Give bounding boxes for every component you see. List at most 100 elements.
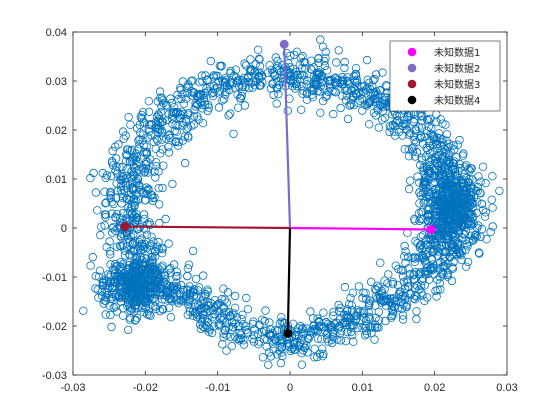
scatter-point [112, 209, 122, 219]
scatter-point [372, 323, 382, 332]
scatter-point [158, 304, 167, 314]
scatter-point [441, 223, 451, 232]
scatter-point [195, 301, 204, 310]
scatter-point [278, 61, 287, 70]
scatter-point [142, 186, 151, 196]
scatter-point [275, 319, 285, 328]
scatter-point [459, 149, 468, 158]
scatter-point [457, 246, 467, 256]
scatter-point [424, 192, 434, 201]
scatter-point [118, 171, 127, 181]
scatter-point [274, 65, 284, 75]
scatter-point [124, 195, 133, 204]
scatter-point [219, 284, 228, 293]
scatter-point [91, 188, 101, 197]
scatter-point [151, 304, 161, 314]
scatter-point [369, 76, 378, 85]
scatter-point [467, 214, 477, 223]
scatter-point [220, 325, 229, 335]
scatter-point [348, 330, 357, 340]
scatter-point [400, 252, 409, 261]
scatter-point [409, 294, 418, 303]
scatter-point [103, 290, 112, 300]
scatter-point [109, 277, 119, 286]
scatter-point [356, 90, 366, 99]
scatter-point [447, 276, 457, 286]
scatter-point [415, 199, 424, 208]
scatter-point [145, 310, 154, 319]
scatter-point [244, 72, 253, 81]
scatter-point [342, 77, 352, 86]
scatter-point [138, 130, 148, 139]
scatter-point [362, 329, 371, 339]
scatter-point [171, 120, 180, 130]
scatter-point [193, 91, 203, 101]
scatter-point [144, 107, 154, 117]
scatter-point [440, 201, 450, 210]
scatter-point [129, 195, 138, 204]
scatter-point [314, 58, 323, 68]
scatter-point [106, 260, 115, 269]
scatter-point [352, 75, 362, 85]
scatter-point [155, 87, 165, 96]
scatter-point [100, 221, 109, 230]
scatter-point [140, 118, 149, 128]
scatter-point [106, 310, 115, 320]
scatter-point [180, 132, 189, 141]
scatter-point [191, 302, 200, 311]
scatter-point [239, 320, 248, 329]
scatter-point [163, 115, 172, 125]
scatter-point [446, 231, 456, 240]
scatter-point [410, 275, 419, 284]
scatter-point [182, 94, 191, 103]
scatter-point [325, 77, 335, 86]
scatter-point [478, 162, 488, 171]
scatter-point [421, 240, 430, 249]
scatter-point [273, 61, 282, 71]
scatter-point [437, 154, 446, 164]
scatter-point [137, 234, 146, 243]
scatter-point [224, 111, 233, 120]
scatter-point [418, 231, 428, 240]
scatter-point [343, 307, 352, 316]
scatter-point [435, 230, 444, 239]
scatter-point [260, 316, 269, 326]
scatter-point [161, 275, 170, 284]
scatter-point [217, 294, 227, 304]
scatter-point [430, 210, 440, 220]
scatter-point [436, 285, 445, 294]
scatter-point [433, 159, 442, 169]
scatter-point [436, 114, 445, 124]
scatter-point [196, 324, 205, 334]
scatter-point [328, 338, 337, 348]
scatter-point [328, 86, 337, 96]
scatter-point [322, 66, 332, 75]
scatter-point [380, 285, 389, 294]
scatter-point [380, 276, 389, 285]
scatter-point [415, 285, 424, 294]
scatter-point [222, 346, 231, 355]
scatter-point [195, 320, 205, 329]
scatter-point [149, 301, 158, 310]
scatter-point [159, 99, 168, 108]
scatter-point [102, 171, 112, 180]
scatter-point [156, 93, 165, 102]
scatter-point [333, 75, 343, 85]
scatter-point [338, 76, 348, 86]
scatter-point [328, 329, 338, 339]
scatter-point [135, 139, 144, 149]
scatter-point [319, 308, 328, 317]
scatter-point [424, 116, 433, 125]
scatter-point [429, 202, 438, 211]
scatter-point [306, 307, 315, 316]
scatter-point [283, 106, 292, 115]
scatter-point [351, 311, 360, 321]
scatter-point [390, 131, 400, 140]
scatter-point [308, 92, 318, 102]
scatter-point [154, 200, 164, 209]
scatter-point [131, 263, 140, 273]
scatter-point [225, 109, 235, 118]
scatter-point [126, 245, 135, 254]
